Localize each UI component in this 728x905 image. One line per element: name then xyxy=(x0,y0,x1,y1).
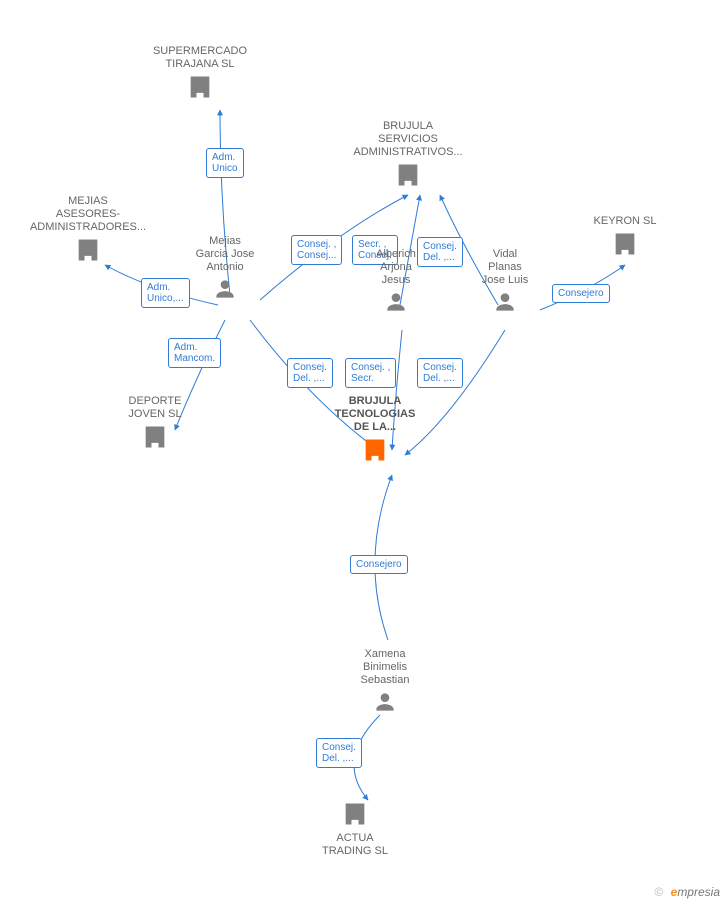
node-xamena_p[interactable]: Xamena Binimelis Sebastian xyxy=(325,648,445,715)
node-label: BRUJULA SERVICIOS ADMINISTRATIVOS... xyxy=(348,120,468,159)
building-icon xyxy=(140,73,260,101)
node-label: KEYRON SL xyxy=(565,215,685,228)
edge-label: Adm. Unico xyxy=(206,148,244,178)
node-label: Vidal Planas Jose Luis xyxy=(445,248,565,287)
node-mejias_p[interactable]: Mejias Garcia Jose Antonio xyxy=(165,235,285,302)
node-label: Xamena Binimelis Sebastian xyxy=(325,648,445,687)
node-label: DEPORTE JOVEN SL xyxy=(95,395,215,421)
node-label: SUPERMERCADO TIRAJANA SL xyxy=(140,45,260,71)
edge-label: Consejero xyxy=(350,555,408,574)
person-icon xyxy=(336,289,456,315)
node-supermercado[interactable]: SUPERMERCADO TIRAJANA SL xyxy=(140,45,260,101)
edge-label: Consej. Del. ,... xyxy=(417,358,463,388)
node-alberich_p[interactable]: Alberich Arjona Jesus xyxy=(336,248,456,315)
node-brujula_tec[interactable]: BRUJULA TECNOLOGIAS DE LA... xyxy=(315,395,435,464)
edge-label: Consej. , Secr. xyxy=(345,358,396,388)
edge-label: Consej. , Consej... xyxy=(291,235,342,265)
node-actua[interactable]: ACTUA TRADING SL xyxy=(295,800,415,858)
edge-label: Consej. Del. ,... xyxy=(287,358,333,388)
diagram-canvas: Adm. UnicoAdm. Unico,...Adm. Mancom.Cons… xyxy=(0,0,728,905)
person-icon xyxy=(445,289,565,315)
building-icon xyxy=(28,236,148,264)
building-icon xyxy=(348,161,468,189)
node-brujula_serv[interactable]: BRUJULA SERVICIOS ADMINISTRATIVOS... xyxy=(348,120,468,189)
node-vidal_p[interactable]: Vidal Planas Jose Luis xyxy=(445,248,565,315)
person-icon xyxy=(325,689,445,715)
node-keyron[interactable]: KEYRON SL xyxy=(565,215,685,258)
building-icon xyxy=(565,230,685,258)
building-icon xyxy=(315,436,435,464)
node-deporte[interactable]: DEPORTE JOVEN SL xyxy=(95,395,215,451)
copyright-symbol: © xyxy=(654,885,663,899)
person-icon xyxy=(165,276,285,302)
building-icon xyxy=(95,423,215,451)
node-label: MEJIAS ASESORES- ADMINISTRADORES... xyxy=(28,195,148,234)
node-label: Mejias Garcia Jose Antonio xyxy=(165,235,285,274)
building-icon xyxy=(295,800,415,828)
footer-credit: © empresia xyxy=(654,885,720,899)
node-label: BRUJULA TECNOLOGIAS DE LA... xyxy=(315,395,435,434)
brand-rest: mpresia xyxy=(677,885,720,899)
node-label: ACTUA TRADING SL xyxy=(295,832,415,858)
edge-label: Consej. Del. ,... xyxy=(316,738,362,768)
node-label: Alberich Arjona Jesus xyxy=(336,248,456,287)
edge-label: Adm. Mancom. xyxy=(168,338,221,368)
node-mejias_ases[interactable]: MEJIAS ASESORES- ADMINISTRADORES... xyxy=(28,195,148,264)
